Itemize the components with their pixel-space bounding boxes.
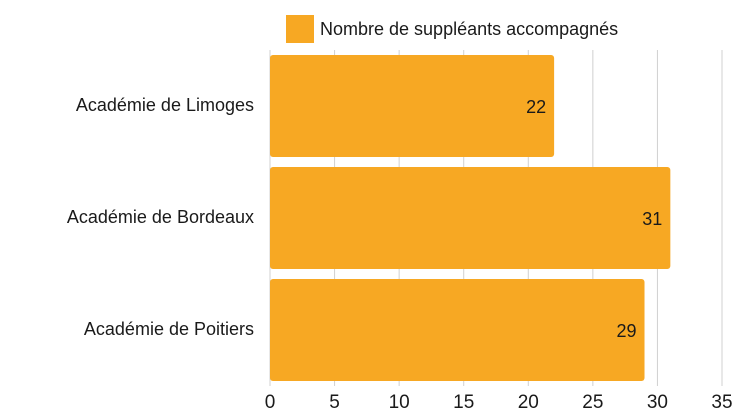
y-tick-label: Académie de Poitiers — [84, 319, 254, 339]
x-tick-label: 0 — [265, 392, 276, 410]
x-tick-label: 35 — [711, 392, 732, 410]
legend-swatch — [286, 15, 314, 43]
data-label: 29 — [616, 321, 636, 341]
x-tick-label: 30 — [647, 392, 668, 410]
y-tick-label: Académie de Limoges — [76, 95, 254, 115]
x-tick-label: 20 — [518, 392, 539, 410]
data-label: 31 — [642, 209, 662, 229]
x-tick-label: 15 — [453, 392, 474, 410]
bar — [270, 279, 645, 381]
data-label: 22 — [526, 97, 546, 117]
x-tick-label: 25 — [582, 392, 603, 410]
x-tick-label: 5 — [329, 392, 340, 410]
bar — [270, 167, 671, 269]
legend-label: Nombre de suppléants accompagnés — [320, 19, 618, 39]
x-tick-label: 10 — [389, 392, 410, 410]
y-tick-label: Académie de Bordeaux — [67, 207, 254, 227]
bar — [270, 55, 555, 157]
